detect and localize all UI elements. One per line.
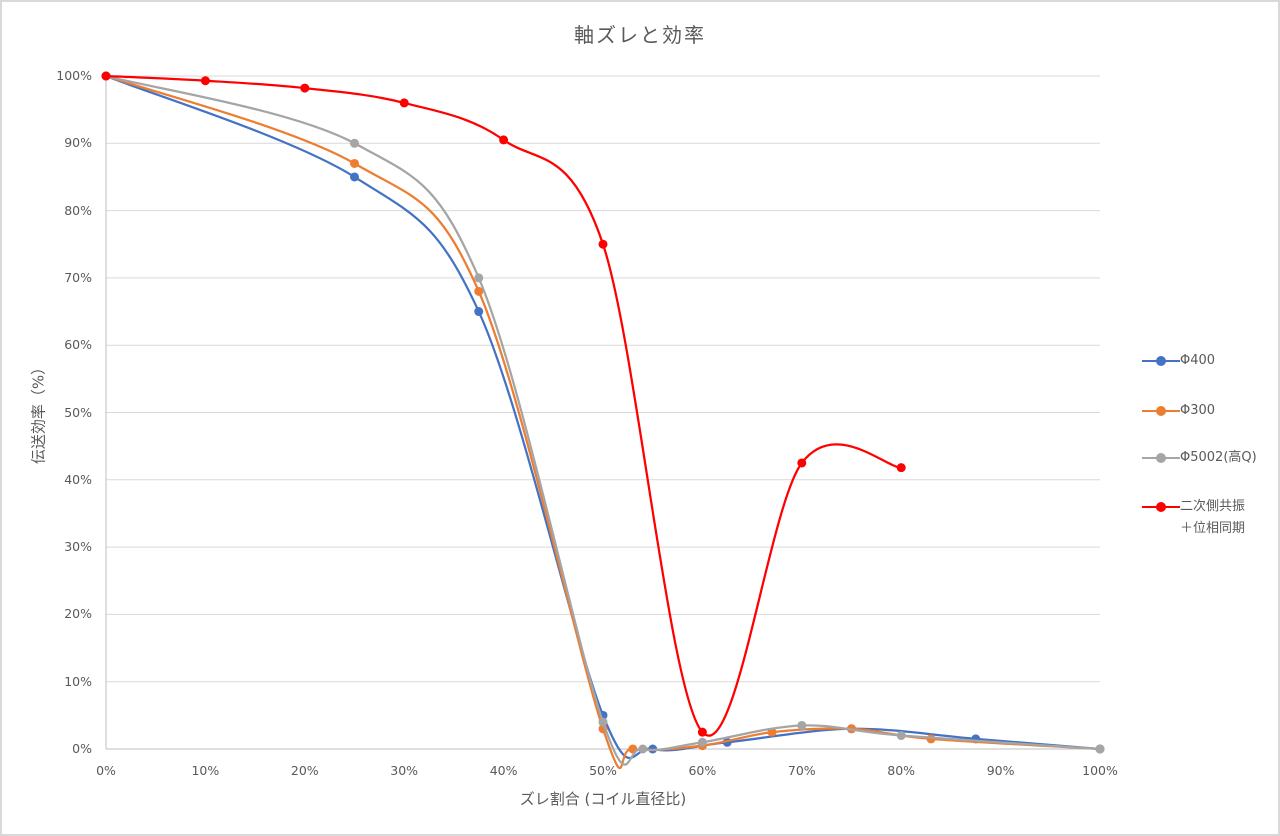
x-tick-label: 0% [96, 763, 116, 778]
x-axis-label: ズレ割合 (コイル直径比) [519, 790, 687, 808]
x-tick-label: 70% [787, 763, 816, 778]
data-point[interactable] [697, 737, 707, 747]
data-point[interactable] [598, 239, 608, 249]
x-tick-label: 50% [589, 763, 617, 778]
x-tick-label: 30% [390, 763, 419, 778]
x-tick-label: 90% [986, 763, 1015, 778]
legend-item-secondary-resonance[interactable]: 二次側共振 ＋位相同期 [1142, 499, 1245, 540]
legend-marker-icon [1142, 354, 1180, 368]
data-point[interactable] [797, 458, 807, 468]
data-point[interactable] [200, 76, 210, 86]
data-point[interactable] [697, 727, 707, 737]
data-point[interactable] [350, 172, 359, 182]
legend-label: Φ5002(高Q) [1180, 450, 1257, 465]
y-tick-label: 0% [72, 741, 92, 756]
x-tick-label: 80% [887, 763, 916, 778]
legend-label: Φ300 [1180, 403, 1216, 418]
data-point[interactable] [598, 717, 608, 727]
data-point[interactable] [101, 71, 111, 81]
legend-label: Φ400 [1180, 353, 1216, 368]
data-point[interactable] [474, 307, 484, 317]
legend-item-phi300[interactable]: Φ300 [1142, 403, 1215, 422]
legend-item-phi400[interactable]: Φ400 [1142, 353, 1215, 372]
x-tick-label: 10% [191, 763, 220, 778]
data-point[interactable] [797, 720, 807, 730]
y-tick-label: 10% [64, 673, 92, 689]
legend-label: 二次側共振 ＋位相同期 [1180, 499, 1246, 536]
legend-item-phi5002[interactable]: Φ5002(高Q) [1142, 450, 1257, 469]
y-tick-label: 20% [64, 606, 92, 622]
data-point[interactable] [638, 744, 648, 754]
x-tick-label: 60% [688, 763, 717, 778]
series-line [105, 74, 1101, 759]
legend-marker-icon [1142, 500, 1180, 514]
data-point[interactable] [399, 98, 409, 108]
y-tick-label: 40% [64, 471, 92, 487]
legend-marker-icon [1142, 451, 1180, 465]
data-point[interactable] [474, 273, 484, 283]
series-line [105, 74, 902, 737]
data-point[interactable] [350, 158, 359, 168]
x-tick-label: 100% [1082, 763, 1118, 778]
series-2[interactable] [101, 71, 1105, 766]
x-tick-label: 20% [290, 763, 319, 778]
data-point[interactable] [350, 138, 359, 148]
y-tick-label: 30% [64, 539, 92, 555]
series-0[interactable] [101, 71, 1105, 759]
data-point[interactable] [1095, 744, 1105, 754]
series-line [105, 74, 1101, 766]
data-point[interactable] [896, 463, 906, 473]
data-point[interactable] [300, 83, 310, 93]
y-tick-label: 60% [64, 337, 92, 353]
legend-marker-icon [1142, 404, 1180, 418]
series-3[interactable] [101, 71, 906, 737]
y-tick-label: 80% [64, 202, 92, 218]
y-tick-label: 100% [56, 68, 92, 83]
data-point[interactable] [474, 286, 484, 296]
y-tick-label: 50% [64, 404, 92, 420]
chart-title: 軸ズレと効率 [574, 23, 706, 47]
y-tick-label: 70% [64, 269, 92, 285]
x-tick-label: 40% [489, 763, 518, 778]
data-point[interactable] [896, 731, 906, 741]
data-point[interactable] [499, 135, 509, 145]
series-line [105, 74, 1101, 770]
series-1[interactable] [101, 71, 1105, 770]
y-tick-label: 90% [64, 135, 92, 151]
